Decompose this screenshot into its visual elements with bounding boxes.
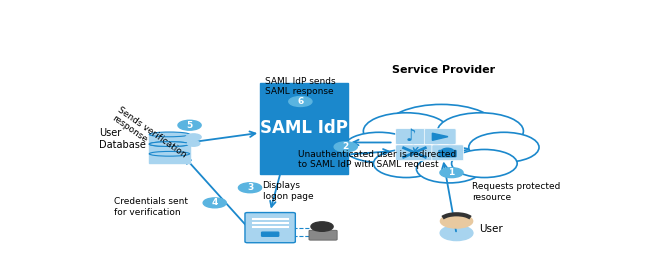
Text: 5: 5 [187, 121, 192, 130]
Text: 4: 4 [211, 198, 218, 207]
FancyBboxPatch shape [261, 232, 279, 236]
Ellipse shape [440, 225, 473, 241]
Circle shape [311, 222, 333, 231]
Circle shape [203, 198, 226, 208]
Circle shape [469, 132, 539, 162]
Text: Requests protected
resource: Requests protected resource [472, 182, 560, 202]
Circle shape [440, 168, 463, 178]
Ellipse shape [150, 132, 190, 137]
FancyBboxPatch shape [245, 213, 295, 243]
Text: 6: 6 [297, 97, 304, 106]
Circle shape [374, 150, 439, 178]
Circle shape [437, 113, 523, 150]
Ellipse shape [150, 142, 190, 146]
Text: 2: 2 [343, 142, 349, 151]
Text: Credentials sent
for verification: Credentials sent for verification [114, 197, 188, 217]
Polygon shape [432, 133, 448, 140]
FancyBboxPatch shape [260, 83, 348, 174]
Circle shape [334, 142, 358, 152]
Circle shape [363, 113, 449, 150]
FancyBboxPatch shape [309, 230, 337, 240]
Text: 3: 3 [247, 183, 253, 192]
Circle shape [441, 214, 473, 228]
Circle shape [385, 104, 498, 153]
Ellipse shape [150, 151, 190, 156]
Text: Unauthenticated user is redirected
to SAML IdP with SAML request: Unauthenticated user is redirected to SA… [298, 150, 456, 169]
FancyBboxPatch shape [424, 129, 456, 144]
Ellipse shape [312, 230, 332, 239]
Bar [150, 144, 190, 154]
FancyBboxPatch shape [439, 150, 456, 157]
Text: Displays
logon page: Displays logon page [263, 181, 313, 201]
Text: Service Provider: Service Provider [393, 65, 495, 75]
Text: Sends verification
response: Sends verification response [110, 106, 188, 168]
Circle shape [178, 120, 201, 130]
Circle shape [344, 132, 414, 162]
Circle shape [452, 150, 517, 178]
Ellipse shape [150, 142, 190, 146]
Text: SAML IdP: SAML IdP [260, 120, 348, 137]
Circle shape [417, 155, 482, 183]
Text: User
Database: User Database [99, 129, 146, 150]
Text: SAML IdP sends
SAML response: SAML IdP sends SAML response [265, 77, 336, 96]
FancyBboxPatch shape [396, 145, 432, 161]
Bar [150, 134, 190, 144]
Bar [150, 154, 190, 164]
Text: 1: 1 [448, 168, 454, 177]
FancyBboxPatch shape [432, 145, 463, 161]
Circle shape [239, 183, 261, 193]
Text: User: User [479, 224, 503, 234]
Circle shape [186, 134, 201, 140]
FancyBboxPatch shape [396, 129, 427, 144]
Circle shape [289, 97, 312, 106]
Text: ✗: ✗ [408, 146, 420, 160]
Ellipse shape [187, 141, 200, 146]
Text: ♪: ♪ [406, 127, 417, 145]
